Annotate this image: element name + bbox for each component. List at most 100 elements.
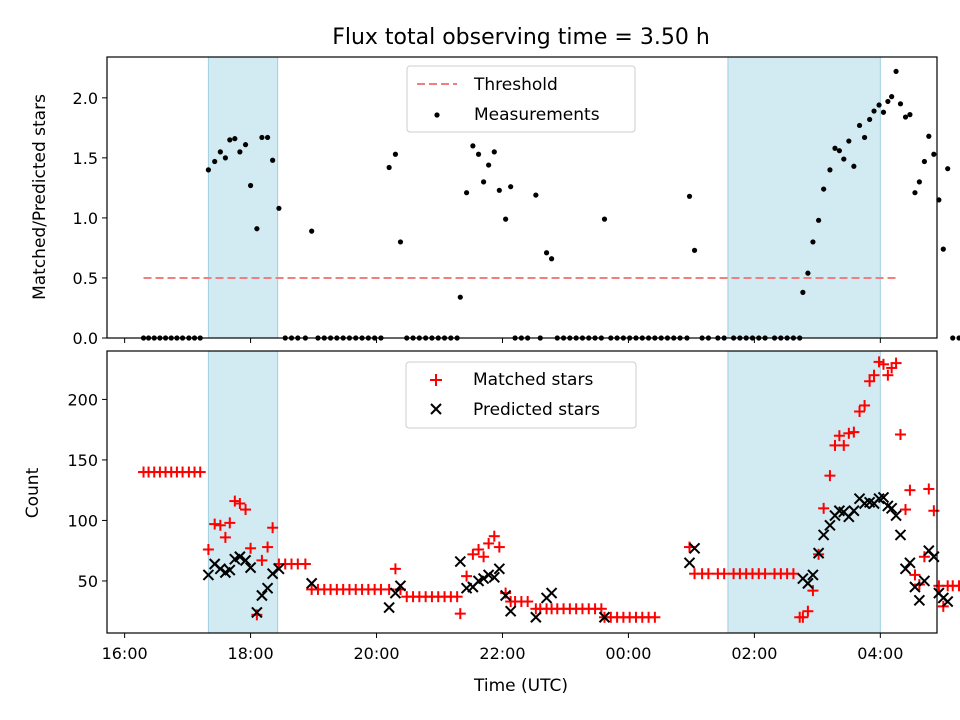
measurement-point [254, 226, 260, 232]
legend-threshold-label: Threshold [473, 75, 558, 95]
matched-star-marker [245, 542, 257, 554]
matched-star-marker [467, 548, 479, 560]
top-shaded-span-2 [727, 57, 881, 338]
predicted-star-marker [688, 542, 701, 554]
bottom-shaded-span-1 [208, 351, 278, 633]
bottom-y-tick-label: 50 [78, 572, 98, 591]
matched-star-marker [807, 585, 819, 597]
measurement-point [851, 163, 857, 169]
measurement-point [217, 149, 223, 155]
measurement-point [533, 192, 539, 198]
measurement-point [832, 145, 838, 151]
matched-star-marker [219, 531, 231, 543]
measurement-point [912, 190, 918, 196]
measurement-point [247, 182, 254, 189]
measurement-point [931, 151, 937, 157]
predicted-star-marker [802, 577, 814, 590]
predicted-star-marker [899, 563, 912, 575]
predicted-star-marker [266, 567, 279, 580]
matched-star-marker [209, 518, 221, 530]
predicted-star-marker [261, 582, 274, 594]
measurement-point [956, 335, 960, 341]
top-y-tick-label: 0.5 [73, 269, 98, 288]
top-y-tick-label: 2.0 [73, 89, 98, 108]
matched-star-marker [493, 541, 505, 553]
matched-star-marker [451, 591, 463, 603]
predicted-star-marker [383, 601, 395, 614]
measurement-point [800, 289, 806, 295]
measurement-point [889, 94, 895, 100]
top-y-tick-label: 1.0 [73, 209, 98, 228]
top-y-tick-label: 0.0 [73, 329, 98, 348]
predicted-star-marker [389, 587, 402, 599]
matched-star-marker [718, 568, 730, 580]
measurement-point [491, 149, 497, 155]
bottom-y-axis-label: Count [23, 467, 43, 518]
legend-measurements-swatch [434, 112, 440, 118]
measurement-point [205, 167, 211, 173]
predicted-star-marker [454, 555, 466, 568]
bottom-legend-box [405, 361, 637, 429]
bottom-x-tick-label: 18:00 [228, 644, 274, 663]
measurement-point [916, 179, 922, 185]
measurement-point [392, 151, 399, 157]
matched-star-marker [202, 543, 214, 555]
measurement-point [457, 294, 463, 300]
measurement-point [309, 228, 315, 234]
matched-star-marker [649, 611, 661, 623]
matched-star-marker [894, 429, 906, 441]
measurement-point [691, 247, 698, 253]
predicted-star-marker [598, 611, 611, 623]
predicted-star-marker [824, 519, 836, 531]
measurement-point [543, 250, 550, 256]
matched-star-marker [802, 605, 814, 617]
bottom-axis-ticks: 50 100 150 200 16:00 18:00 20:00 22:00 00:00 02:0… [67, 390, 903, 663]
measurement-point [836, 148, 842, 154]
predicted-star-marker [909, 581, 921, 593]
measurement-point [270, 157, 276, 163]
legend-predicted-label: Predicted stars [473, 400, 600, 420]
matched-star-marker [256, 554, 268, 566]
matched-star-marker [389, 563, 401, 575]
predicted-star-marker [530, 611, 542, 623]
measurement-point [480, 179, 487, 185]
measurement-point [222, 155, 228, 161]
matched-star-marker [818, 502, 830, 514]
matched-star-marker [454, 608, 466, 620]
measurement-point [827, 167, 833, 173]
predicted-star-marker [202, 569, 215, 581]
measurement-point [880, 109, 887, 115]
matched-star-marker [918, 551, 930, 563]
matched-star-marker [797, 611, 809, 623]
predicted-star-marker [877, 491, 890, 504]
predicted-star-marker [941, 595, 954, 608]
bottom-x-tick-label: 20:00 [353, 644, 399, 663]
matched-star-marker [838, 439, 850, 451]
top-axes-frame [106, 56, 938, 339]
bottom-shaded-span-2 [727, 351, 881, 633]
predicted-star-marker [273, 563, 285, 575]
top-axis-ticks: 0.0 0.5 1.0 1.5 2.0 [73, 89, 881, 348]
bottom-y-tick-label: 150 [67, 451, 98, 470]
matched-star-marker [953, 580, 960, 592]
matched-star-marker [214, 519, 226, 531]
measurement-point [940, 246, 946, 252]
bottom-x-tick-label: 04:00 [857, 644, 903, 663]
predicted-star-marker [683, 557, 696, 569]
measurement-point [921, 158, 928, 165]
predicted-star-marker [848, 505, 860, 517]
predicted-star-marker [499, 589, 512, 602]
measurement-point [463, 190, 470, 196]
measurement-point [397, 239, 404, 245]
bottom-x-tick-label: 22:00 [479, 644, 525, 663]
matched-star-marker [759, 568, 771, 580]
measurement-point [548, 256, 555, 262]
top-panel: 0.00.51.01.52.0 Matched/Predicted stars … [30, 56, 960, 348]
measurement-point [264, 134, 271, 141]
measurement-point [885, 98, 891, 105]
measurement-point [856, 122, 863, 129]
matched-star-marker [267, 522, 279, 534]
matched-star-marker [194, 466, 206, 478]
bottom-axes-frame [106, 350, 938, 634]
measurement-point [386, 164, 392, 171]
